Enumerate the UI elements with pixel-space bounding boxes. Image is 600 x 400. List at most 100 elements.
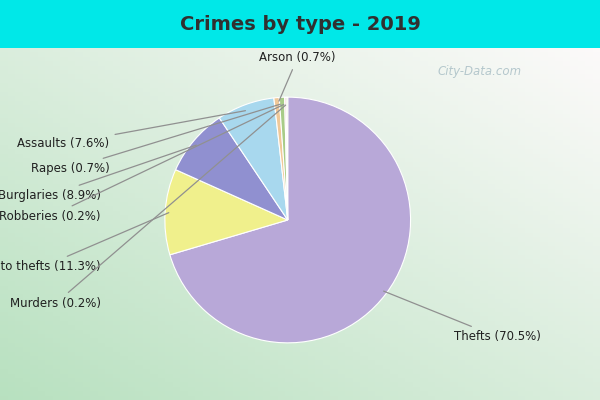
Bar bbox=[420, 101, 427, 105]
Bar bbox=[248, 382, 255, 387]
Bar bbox=[150, 396, 157, 400]
Bar bbox=[315, 66, 323, 70]
Bar bbox=[353, 70, 360, 74]
Bar bbox=[37, 268, 45, 272]
Bar bbox=[315, 268, 323, 272]
Bar bbox=[240, 343, 248, 347]
Bar bbox=[577, 242, 585, 246]
Bar bbox=[165, 127, 173, 132]
Bar bbox=[585, 145, 593, 149]
Bar bbox=[367, 158, 375, 162]
Bar bbox=[503, 334, 510, 338]
Bar bbox=[277, 259, 285, 264]
Bar bbox=[135, 220, 143, 224]
Bar bbox=[308, 123, 315, 127]
Bar bbox=[555, 250, 563, 255]
Bar bbox=[533, 220, 540, 224]
Bar bbox=[563, 193, 570, 198]
Bar bbox=[233, 158, 240, 162]
Bar bbox=[360, 290, 367, 294]
Bar bbox=[308, 264, 315, 268]
Bar bbox=[443, 149, 450, 154]
Bar bbox=[405, 180, 413, 184]
Bar bbox=[30, 303, 37, 308]
Bar bbox=[7, 70, 15, 74]
Bar bbox=[75, 338, 83, 343]
Bar bbox=[420, 48, 427, 52]
Bar bbox=[270, 66, 277, 70]
Bar bbox=[225, 378, 233, 382]
Bar bbox=[525, 110, 533, 114]
Bar bbox=[353, 391, 360, 396]
Bar bbox=[75, 145, 83, 149]
Bar bbox=[210, 74, 218, 79]
Bar bbox=[585, 83, 593, 88]
Bar bbox=[285, 114, 293, 118]
Bar bbox=[90, 268, 97, 272]
Bar bbox=[540, 189, 548, 193]
Bar bbox=[548, 382, 555, 387]
Bar bbox=[503, 308, 510, 312]
Bar bbox=[225, 132, 233, 136]
Bar bbox=[555, 114, 563, 118]
Bar bbox=[7, 250, 15, 255]
Bar bbox=[263, 396, 270, 400]
Bar bbox=[105, 96, 113, 101]
Bar bbox=[375, 118, 383, 123]
Bar bbox=[37, 378, 45, 382]
Bar bbox=[37, 308, 45, 312]
Bar bbox=[337, 220, 345, 224]
Bar bbox=[360, 105, 367, 110]
Bar bbox=[218, 184, 225, 189]
Bar bbox=[60, 202, 67, 206]
Bar bbox=[353, 198, 360, 202]
Bar bbox=[548, 202, 555, 206]
Bar bbox=[405, 158, 413, 162]
Bar bbox=[150, 352, 157, 356]
Bar bbox=[375, 162, 383, 167]
Bar bbox=[218, 352, 225, 356]
Bar bbox=[570, 96, 577, 101]
Bar bbox=[203, 391, 210, 396]
Bar bbox=[180, 184, 187, 189]
Bar bbox=[480, 118, 487, 123]
Bar bbox=[195, 308, 203, 312]
Bar bbox=[503, 140, 510, 145]
Bar bbox=[525, 132, 533, 136]
Bar bbox=[487, 396, 495, 400]
Bar bbox=[53, 96, 60, 101]
Bar bbox=[75, 48, 83, 52]
Bar bbox=[15, 189, 23, 193]
Bar bbox=[577, 167, 585, 171]
Bar bbox=[315, 118, 323, 123]
Bar bbox=[53, 352, 60, 356]
Bar bbox=[323, 343, 330, 347]
Bar bbox=[405, 66, 413, 70]
Bar bbox=[135, 290, 143, 294]
Bar bbox=[510, 378, 517, 382]
Bar bbox=[458, 356, 465, 360]
Bar bbox=[555, 264, 563, 268]
Bar bbox=[458, 281, 465, 286]
Bar bbox=[270, 343, 277, 347]
Bar bbox=[143, 312, 150, 316]
Bar bbox=[143, 365, 150, 369]
Bar bbox=[270, 308, 277, 312]
Bar bbox=[15, 378, 23, 382]
Bar bbox=[323, 158, 330, 162]
Bar bbox=[435, 334, 443, 338]
Bar bbox=[203, 374, 210, 378]
Bar bbox=[563, 206, 570, 211]
Bar bbox=[233, 264, 240, 268]
Bar bbox=[443, 259, 450, 264]
Bar bbox=[0, 136, 7, 140]
Bar bbox=[218, 264, 225, 268]
Bar bbox=[218, 52, 225, 57]
Bar bbox=[540, 176, 548, 180]
Bar bbox=[487, 294, 495, 299]
Bar bbox=[517, 396, 525, 400]
Bar bbox=[233, 294, 240, 299]
Bar bbox=[60, 171, 67, 176]
Bar bbox=[113, 330, 120, 334]
Bar bbox=[30, 193, 37, 198]
